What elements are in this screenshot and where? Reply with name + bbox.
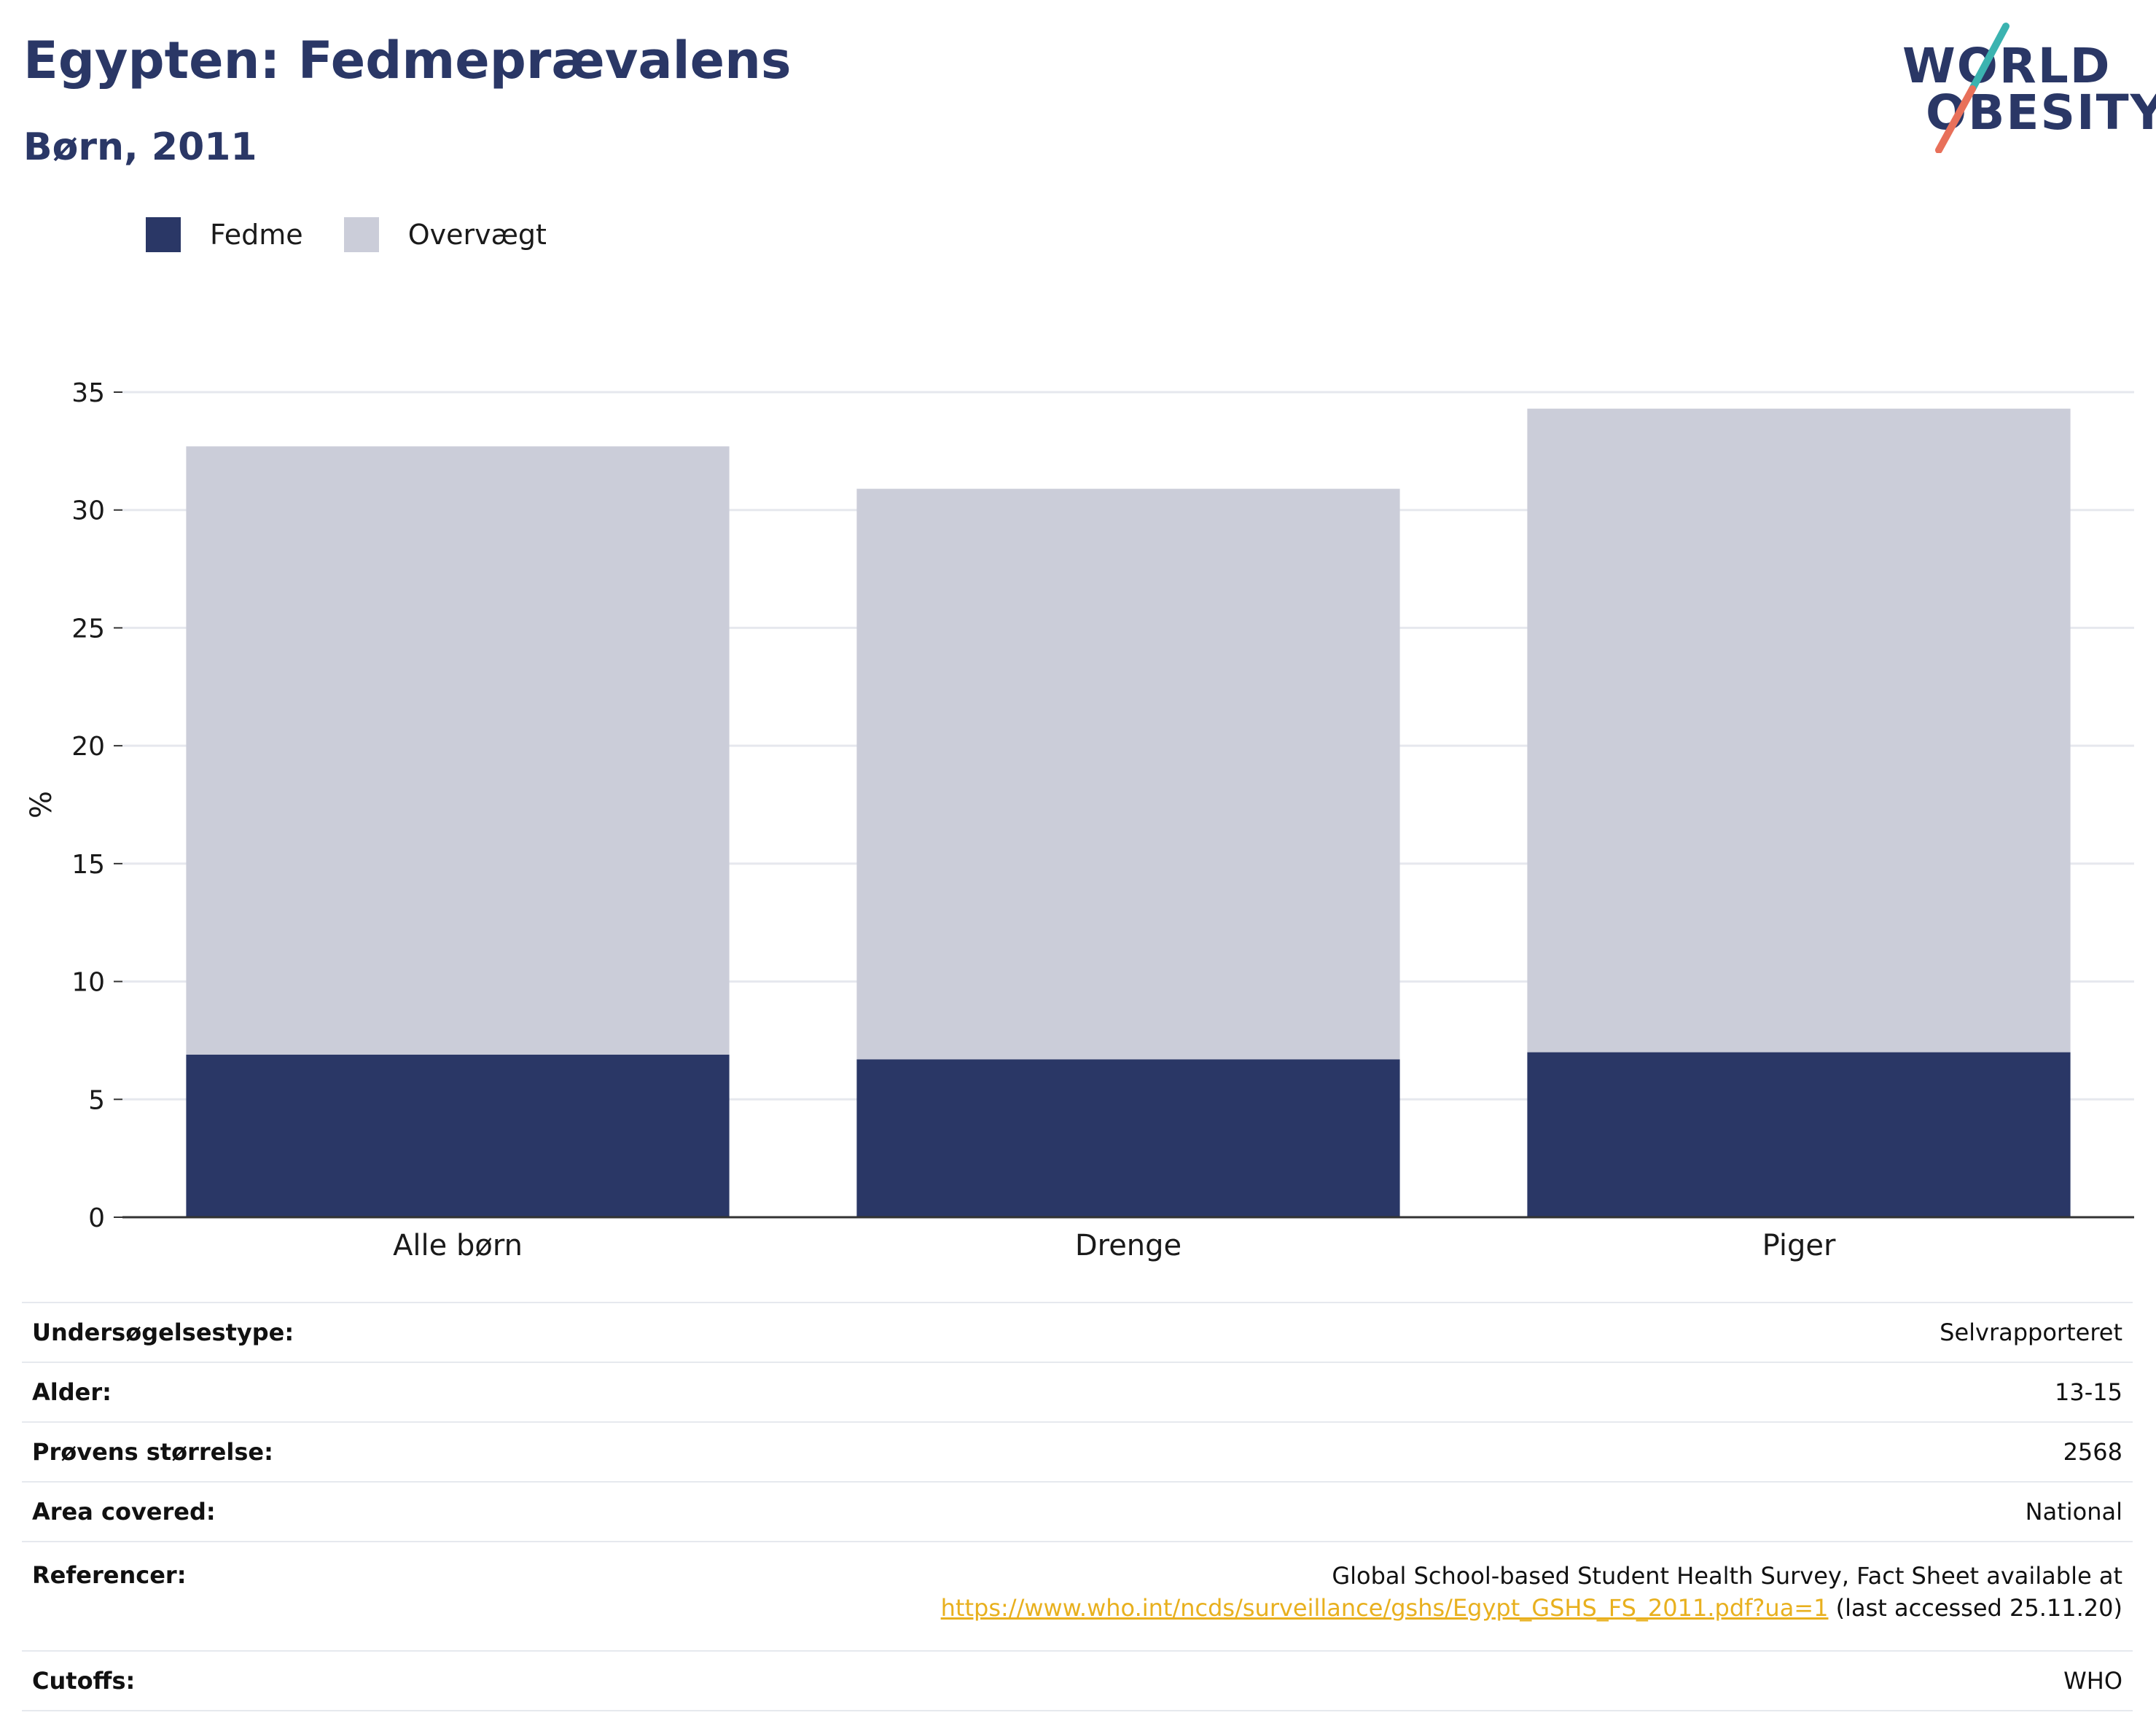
x-tick-label: Drenge — [1075, 1229, 1181, 1262]
bar-fedme-0 — [186, 1054, 730, 1217]
info-row-survey-type: Undersøgelsestype: Selvrapporteret — [22, 1303, 2133, 1362]
legend-swatch-fedme — [146, 217, 181, 252]
chart-legend: Fedme Overvægt — [146, 217, 587, 252]
info-key: Cutoffs: — [32, 1667, 136, 1695]
survey-info-table: Undersøgelsestype: Selvrapporteret Alder… — [22, 1302, 2133, 1711]
bar-overv-gt-1 — [856, 488, 1400, 1060]
y-tick-label: 25 — [71, 614, 105, 644]
info-row-references: Referencer: Global School-based Student … — [22, 1542, 2133, 1651]
y-tick-label: 10 — [71, 968, 105, 998]
x-tick-label: Piger — [1762, 1229, 1836, 1262]
legend-item-fedme[interactable]: Fedme — [146, 217, 303, 252]
legend-swatch-overvaegt — [343, 217, 379, 252]
reference-link[interactable]: https://www.who.int/ncds/surveillance/gs… — [940, 1594, 1829, 1622]
info-value: WHO — [2063, 1667, 2122, 1695]
y-tick-label: 0 — [88, 1203, 105, 1233]
y-tick-label: 15 — [71, 850, 105, 880]
info-key: Referencer: — [32, 1561, 187, 1589]
info-value: National — [2025, 1498, 2122, 1526]
chart-subtitle: Børn, 2011 — [23, 125, 257, 169]
logo-line-1: WORLD — [1902, 38, 2112, 94]
legend-item-overvaegt[interactable]: Overvægt — [343, 217, 547, 252]
info-key: Area covered: — [32, 1498, 216, 1526]
bar-fedme-1 — [856, 1059, 1400, 1217]
info-row-age: Alder: 13-15 — [22, 1362, 2133, 1422]
bar-overv-gt-2 — [1527, 408, 2071, 1052]
info-value: 2568 — [2063, 1438, 2122, 1466]
bar-chart: 0 5 10 15 20 25 30 35% Alle børn Drenge Piger — [25, 378, 2134, 1262]
y-tick-label: 35 — [71, 378, 105, 408]
legend-label-overvaegt: Overvægt — [407, 219, 547, 251]
legend-label-fedme: Fedme — [210, 219, 303, 251]
reference-suffix: (last accessed 25.11.20) — [1828, 1594, 2122, 1622]
x-tick-label: Alle børn — [393, 1229, 523, 1262]
bar-fedme-2 — [1527, 1052, 2071, 1217]
info-value: Selvrapporteret — [1940, 1319, 2122, 1346]
info-key: Prøvens størrelse: — [32, 1438, 273, 1466]
info-value: 13-15 — [2055, 1378, 2122, 1406]
chart-title: Egypten: Fedmeprævalens — [23, 31, 792, 90]
y-axis-label: % — [25, 791, 58, 819]
y-tick-label: 30 — [71, 496, 105, 526]
y-tick-label: 5 — [88, 1085, 105, 1115]
info-value: Global School-based Student Health Surve… — [423, 1542, 2133, 1651]
logo-slash-icon — [1935, 23, 2009, 153]
info-row-sample-size: Prøvens størrelse: 2568 — [22, 1422, 2133, 1482]
info-row-area-covered: Area covered: National — [22, 1482, 2133, 1542]
info-row-cutoffs: Cutoffs: WHO — [22, 1651, 2133, 1711]
y-tick-label: 20 — [71, 732, 105, 762]
info-key: Alder: — [32, 1378, 112, 1406]
reference-text: Global School-based Student Health Surve… — [1332, 1562, 2122, 1590]
bar-overv-gt-0 — [186, 446, 730, 1055]
info-key: Undersøgelsestype: — [32, 1319, 294, 1346]
world-obesity-logo: WORLD OBESITY — [1895, 22, 2156, 153]
